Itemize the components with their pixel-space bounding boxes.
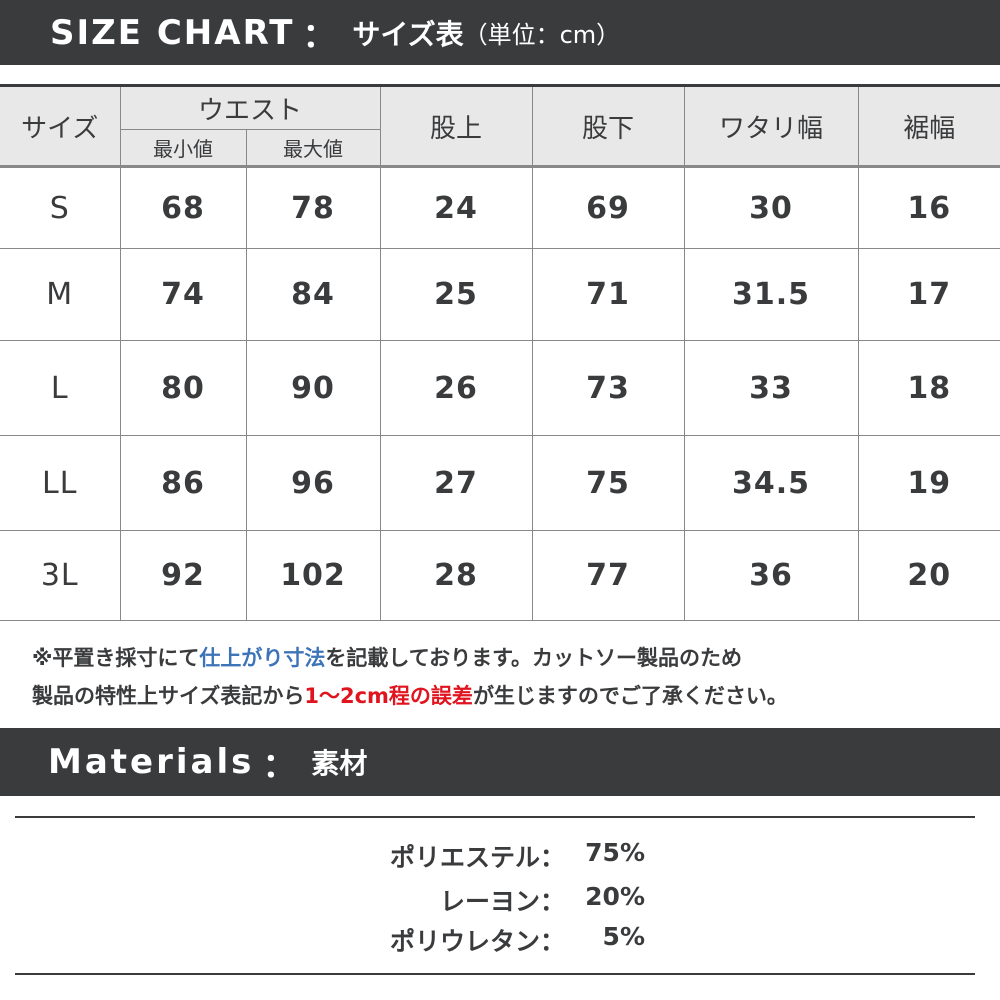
table-row: S 68 78 24 69 30 16 xyxy=(0,166,1000,249)
material-item: ポリウレタン： 5% xyxy=(0,922,1000,958)
table-row: 3L 92 102 28 77 36 20 xyxy=(0,530,1000,621)
value-cell: 74 xyxy=(119,248,247,341)
value-cell: 75 xyxy=(531,435,685,531)
materials-subtitle: 素材 xyxy=(311,747,368,780)
material-name: ポリエステル： xyxy=(389,843,565,872)
header-waist-max: 最大値 xyxy=(245,129,381,167)
material-item: ポリエステル： 75% xyxy=(0,838,1000,874)
table-row: M 74 84 25 71 31.5 17 xyxy=(0,248,1000,341)
note-text: を記載しております。カットソー製品のため xyxy=(325,646,743,670)
size-cell: M xyxy=(0,248,121,341)
divider xyxy=(15,816,975,818)
unit-label: （単位：cm） xyxy=(463,21,621,49)
note-highlight-blue: 仕上がり寸法 xyxy=(199,646,326,670)
material-item: レーヨン： 20% xyxy=(0,882,1000,918)
value-cell: 28 xyxy=(379,530,533,621)
material-name: ポリウレタン： xyxy=(389,927,565,956)
value-cell: 78 xyxy=(245,166,381,249)
note-text: が生じますのでご了承ください。 xyxy=(472,684,788,708)
material-value: 5% xyxy=(602,922,645,951)
note-text: ※平置き採寸にて xyxy=(32,646,200,670)
material-value: 75% xyxy=(585,838,645,867)
value-cell: 102 xyxy=(245,530,381,621)
header-waist-min: 最小値 xyxy=(120,129,247,167)
value-cell: 33 xyxy=(683,340,859,436)
value-cell: 73 xyxy=(531,340,685,436)
divider xyxy=(15,973,975,975)
size-cell: L xyxy=(0,340,121,436)
value-cell: 36 xyxy=(683,530,859,621)
materials-title: Materials xyxy=(48,742,255,782)
value-cell: 71 xyxy=(531,248,685,341)
size-chart-title: SIZE CHART xyxy=(50,12,295,53)
size-chart-header: SIZE CHART ： サイズ表 （単位：cm） xyxy=(0,0,1000,65)
value-cell: 68 xyxy=(119,166,247,249)
value-cell: 17 xyxy=(857,248,1000,341)
note-line-2: 製品の特性上サイズ表記から1〜2cm程の誤差が生じますのでご了承ください。 xyxy=(32,680,788,710)
value-cell: 24 xyxy=(379,166,533,249)
header-inseam: 股下 xyxy=(531,85,685,167)
value-cell: 90 xyxy=(245,340,381,436)
value-cell: 25 xyxy=(379,248,533,341)
value-cell: 96 xyxy=(245,435,381,531)
value-cell: 86 xyxy=(119,435,247,531)
header-rise: 股上 xyxy=(379,85,533,167)
material-value: 20% xyxy=(585,882,645,911)
note-highlight-red: 1〜2cm程の誤差 xyxy=(304,684,473,708)
table-row: LL 86 96 27 75 34.5 19 xyxy=(0,435,1000,531)
size-cell: LL xyxy=(0,435,121,531)
size-chart-subtitle: サイズ表 xyxy=(352,17,464,51)
header-hem: 裾幅 xyxy=(857,85,1000,167)
separator: ： xyxy=(302,16,339,56)
header-waist: ウエスト xyxy=(119,85,381,130)
value-cell: 92 xyxy=(119,530,247,621)
value-cell: 27 xyxy=(379,435,533,531)
value-cell: 26 xyxy=(379,340,533,436)
value-cell: 77 xyxy=(531,530,685,621)
material-name: レーヨン： xyxy=(439,887,565,916)
value-cell: 30 xyxy=(683,166,859,249)
value-cell: 31.5 xyxy=(683,248,859,341)
value-cell: 69 xyxy=(531,166,685,249)
materials-header: Materials ： 素材 xyxy=(0,728,1000,796)
note-text: 製品の特性上サイズ表記から xyxy=(32,684,305,708)
header-thigh: ワタリ幅 xyxy=(683,85,859,167)
separator: ： xyxy=(262,745,300,786)
size-table: サイズ ウエスト 股上 股下 ワタリ幅 裾幅 最小値 最大値 S 68 78 24 69… xyxy=(0,84,1000,621)
value-cell: 20 xyxy=(857,530,1000,621)
value-cell: 18 xyxy=(857,340,1000,436)
value-cell: 34.5 xyxy=(683,435,859,531)
value-cell: 84 xyxy=(245,248,381,341)
note-line-1: ※平置き採寸にて仕上がり寸法を記載しております。カットソー製品のため xyxy=(32,642,742,672)
value-cell: 80 xyxy=(119,340,247,436)
value-cell: 16 xyxy=(857,166,1000,249)
header-size: サイズ xyxy=(0,85,121,167)
table-row: L 80 90 26 73 33 18 xyxy=(0,340,1000,436)
size-cell: 3L xyxy=(0,530,121,621)
value-cell: 19 xyxy=(857,435,1000,531)
size-cell: S xyxy=(0,166,121,249)
